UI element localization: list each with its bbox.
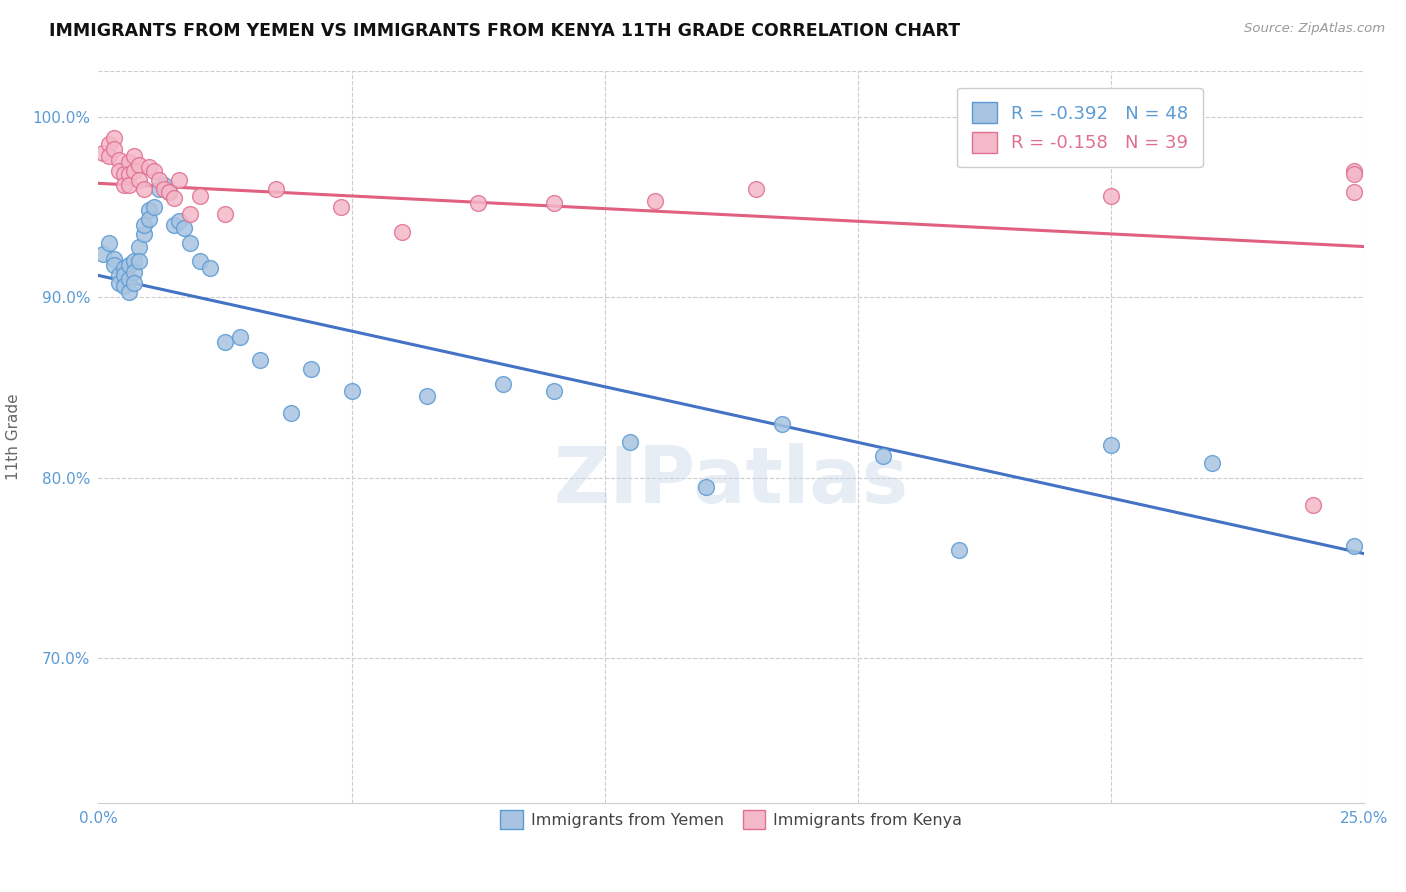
Point: [118, 167, 141, 181]
Point: [122, 163, 145, 178]
Y-axis label: 11th Grade: 11th Grade: [6, 393, 21, 481]
Point: [188, 189, 211, 203]
Point: [112, 268, 135, 283]
Point: [543, 384, 565, 398]
Point: [138, 203, 160, 218]
Point: [103, 131, 125, 145]
Point: [93, 145, 115, 160]
Point: [122, 254, 145, 268]
Point: [93, 246, 115, 260]
Point: [132, 218, 155, 232]
Point: [188, 254, 211, 268]
Point: [148, 182, 170, 196]
Text: Source: ZipAtlas.com: Source: ZipAtlas.com: [1244, 22, 1385, 36]
Point: [416, 389, 439, 403]
Point: [118, 285, 141, 299]
Point: [97, 136, 120, 151]
Point: [1343, 163, 1365, 178]
Point: [128, 158, 150, 172]
Point: [143, 200, 166, 214]
Point: [467, 196, 489, 211]
Point: [122, 276, 145, 290]
Point: [1201, 456, 1223, 470]
Point: [179, 207, 201, 221]
Point: [118, 272, 141, 286]
Point: [153, 182, 176, 196]
Point: [770, 417, 793, 431]
Point: [122, 265, 145, 279]
Point: [107, 153, 129, 167]
Point: [112, 279, 135, 293]
Point: [143, 163, 166, 178]
Point: [128, 239, 150, 253]
Point: [153, 178, 176, 193]
Text: ZIPatlas: ZIPatlas: [554, 443, 908, 519]
Point: [107, 276, 129, 290]
Point: [249, 353, 271, 368]
Point: [1343, 167, 1365, 181]
Point: [492, 376, 515, 391]
Point: [138, 160, 160, 174]
Point: [138, 212, 160, 227]
Point: [128, 254, 150, 268]
Point: [695, 480, 717, 494]
Point: [122, 149, 145, 163]
Point: [169, 172, 191, 186]
Point: [148, 172, 170, 186]
Point: [112, 167, 135, 181]
Point: [132, 227, 155, 241]
Point: [157, 186, 180, 200]
Point: [128, 172, 150, 186]
Point: [340, 384, 363, 398]
Point: [107, 268, 129, 283]
Point: [132, 182, 155, 196]
Point: [391, 225, 413, 239]
Point: [1099, 189, 1122, 203]
Point: [97, 235, 120, 250]
Point: [103, 142, 125, 156]
Point: [280, 406, 302, 420]
Point: [97, 149, 120, 163]
Point: [112, 261, 135, 276]
Point: [107, 163, 129, 178]
Point: [872, 449, 894, 463]
Point: [229, 330, 252, 344]
Point: [543, 196, 565, 211]
Point: [157, 186, 180, 200]
Point: [163, 191, 186, 205]
Point: [163, 218, 186, 232]
Point: [745, 182, 768, 196]
Point: [1099, 438, 1122, 452]
Point: [330, 200, 353, 214]
Point: [1302, 498, 1324, 512]
Point: [1343, 186, 1365, 200]
Point: [644, 194, 666, 209]
Point: [198, 261, 221, 276]
Point: [103, 252, 125, 267]
Point: [299, 362, 322, 376]
Point: [173, 221, 195, 235]
Point: [118, 154, 141, 169]
Point: [169, 214, 191, 228]
Point: [948, 543, 970, 558]
Point: [112, 178, 135, 193]
Legend: Immigrants from Yemen, Immigrants from Kenya: Immigrants from Yemen, Immigrants from K…: [494, 804, 969, 835]
Point: [619, 434, 641, 449]
Point: [103, 258, 125, 272]
Point: [179, 235, 201, 250]
Point: [1343, 539, 1365, 553]
Text: IMMIGRANTS FROM YEMEN VS IMMIGRANTS FROM KENYA 11TH GRADE CORRELATION CHART: IMMIGRANTS FROM YEMEN VS IMMIGRANTS FROM…: [49, 22, 960, 40]
Point: [214, 335, 236, 350]
Point: [118, 258, 141, 272]
Point: [264, 182, 287, 196]
Point: [214, 207, 236, 221]
Point: [118, 178, 141, 193]
